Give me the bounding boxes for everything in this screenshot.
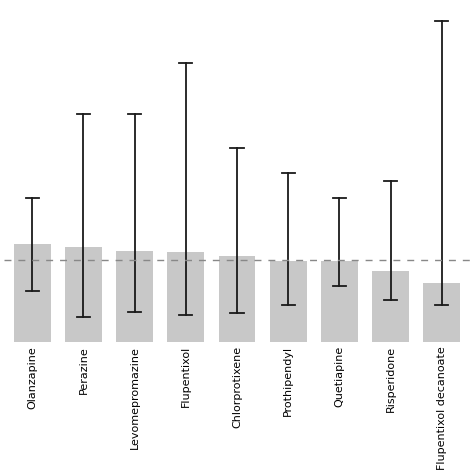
Bar: [65, 247, 102, 342]
Bar: [167, 253, 204, 342]
Bar: [423, 283, 460, 342]
Bar: [372, 271, 409, 342]
Bar: [321, 261, 358, 342]
Bar: [270, 261, 307, 342]
Bar: [116, 251, 153, 342]
Bar: [14, 244, 51, 342]
Bar: [219, 256, 255, 342]
